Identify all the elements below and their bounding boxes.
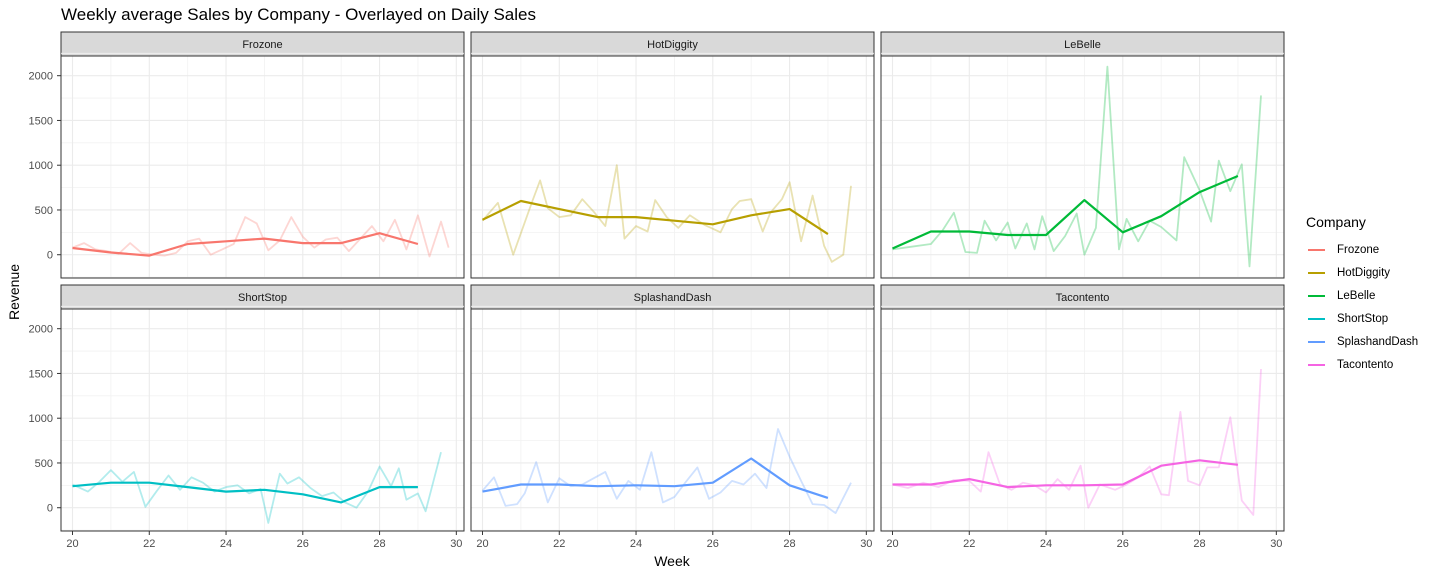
legend-label: HotDiggity <box>1337 266 1391 279</box>
y-tick-label: 500 <box>35 458 53 470</box>
legend-swatch <box>1308 294 1325 297</box>
legend-label: SplashandDash <box>1337 335 1419 348</box>
panel-border <box>60 308 465 532</box>
x-tick-label: 30 <box>860 538 872 550</box>
y-tick-label: 1000 <box>29 413 53 425</box>
panel-border <box>470 308 875 532</box>
weekly-average-line <box>72 232 419 257</box>
strip-splashanddash <box>470 284 875 310</box>
x-tick-label: 30 <box>450 538 462 550</box>
daily-sales-line <box>892 368 1262 516</box>
weekly-average-line <box>482 199 829 236</box>
daily-sales-line <box>892 65 1262 268</box>
weekly-average-line <box>72 481 418 504</box>
x-tick-label: 24 <box>630 538 642 550</box>
facet-hotdiggity: HotDiggity <box>470 31 875 279</box>
strip-label: Tacontento <box>1056 292 1110 304</box>
legend-item: Frozone <box>1306 238 1418 261</box>
strip-hotdiggity <box>470 31 875 57</box>
x-tick-label: 26 <box>707 538 719 550</box>
strip-label: HotDiggity <box>647 39 698 51</box>
panel-border <box>60 55 465 279</box>
weekly-average-line <box>482 457 829 499</box>
legend-swatch <box>1308 317 1325 320</box>
facet-splashanddash: SplashandDash 20 22 24 26 28 30 <box>470 284 875 550</box>
legend-label: LeBelle <box>1337 289 1376 302</box>
legend-label: Frozone <box>1337 243 1380 256</box>
daily-sales-line <box>481 428 852 514</box>
strip-label: LeBelle <box>1064 39 1101 51</box>
strip-label: Frozone <box>242 39 282 51</box>
legend-swatch <box>1308 340 1325 343</box>
strip-label: SplashandDash <box>634 292 712 304</box>
x-tick-label: 28 <box>1193 538 1205 550</box>
legend-swatch <box>1308 271 1325 274</box>
x-tick-label: 22 <box>553 538 565 550</box>
y-tick-label: 1500 <box>29 115 53 127</box>
panel-background <box>881 56 1284 278</box>
weekly-average-line <box>892 174 1239 250</box>
daily-sales-line <box>72 451 442 524</box>
panel-background <box>61 56 464 278</box>
legend-swatch <box>1308 248 1325 251</box>
legend-item: HotDiggity <box>1306 261 1418 284</box>
x-tick-label: 26 <box>1117 538 1129 550</box>
x-axis-title: Week <box>654 553 691 569</box>
legend-swatch <box>1308 363 1325 366</box>
x-tick-label: 30 <box>1270 538 1282 550</box>
panel-background <box>61 309 464 531</box>
y-tick-label: 500 <box>35 205 53 217</box>
panel-background <box>471 309 874 531</box>
y-tick-label: 2000 <box>29 324 53 336</box>
x-tick-label: 28 <box>783 538 795 550</box>
panel-border <box>880 308 1285 532</box>
x-tick-label: 20 <box>66 538 78 550</box>
y-tick-label: 2000 <box>29 71 53 83</box>
y-tick-label: 0 <box>47 250 53 262</box>
x-tick-label: 26 <box>297 538 309 550</box>
y-axis-title: Revenue <box>6 264 22 320</box>
y-tick-label: 0 <box>47 503 53 515</box>
legend-item: SplashandDash <box>1306 330 1418 353</box>
y-tick-label: 1000 <box>29 160 53 172</box>
panel-background <box>881 309 1284 531</box>
panel-border <box>880 55 1285 279</box>
x-tick-label: 24 <box>1040 538 1052 550</box>
facet-shortstop: ShortStop 0 500 1000 1500 2000 20 22 24 26 28 30 <box>29 284 465 550</box>
x-tick-label: 22 <box>143 538 155 550</box>
legend-item: Tacontento <box>1306 353 1418 376</box>
panel-background <box>471 56 874 278</box>
x-tick-label: 28 <box>373 538 385 550</box>
strip-tacontento <box>880 284 1285 310</box>
legend: Company Frozone HotDiggity LeBelle ShortSto… <box>1306 214 1418 376</box>
legend-label: ShortStop <box>1337 312 1389 325</box>
strip-frozone <box>60 31 465 57</box>
x-tick-label: 24 <box>220 538 232 550</box>
chart-title: Weekly average Sales by Company - Overla… <box>61 5 536 24</box>
legend-items: Frozone HotDiggity LeBelle ShortStop Splasha… <box>1306 238 1418 376</box>
legend-item: LeBelle <box>1306 284 1418 307</box>
facet-tacontento: Tacontento 20 22 24 26 28 30 <box>880 284 1285 550</box>
y-tick-label: 1500 <box>29 368 53 380</box>
x-tick-label: 20 <box>886 538 898 550</box>
weekly-average-line <box>892 459 1239 489</box>
x-tick-label: 22 <box>963 538 975 550</box>
legend-item: ShortStop <box>1306 307 1418 330</box>
legend-title: Company <box>1306 214 1366 230</box>
facet-frozone: Frozone 0 500 1000 1500 2000 <box>29 31 465 279</box>
x-tick-label: 20 <box>476 538 488 550</box>
facet-lebelle: LeBelle <box>880 31 1285 279</box>
strip-label: ShortStop <box>238 292 287 304</box>
daily-sales-line <box>72 214 450 258</box>
legend-label: Tacontento <box>1337 358 1394 371</box>
panel-border <box>470 55 875 279</box>
